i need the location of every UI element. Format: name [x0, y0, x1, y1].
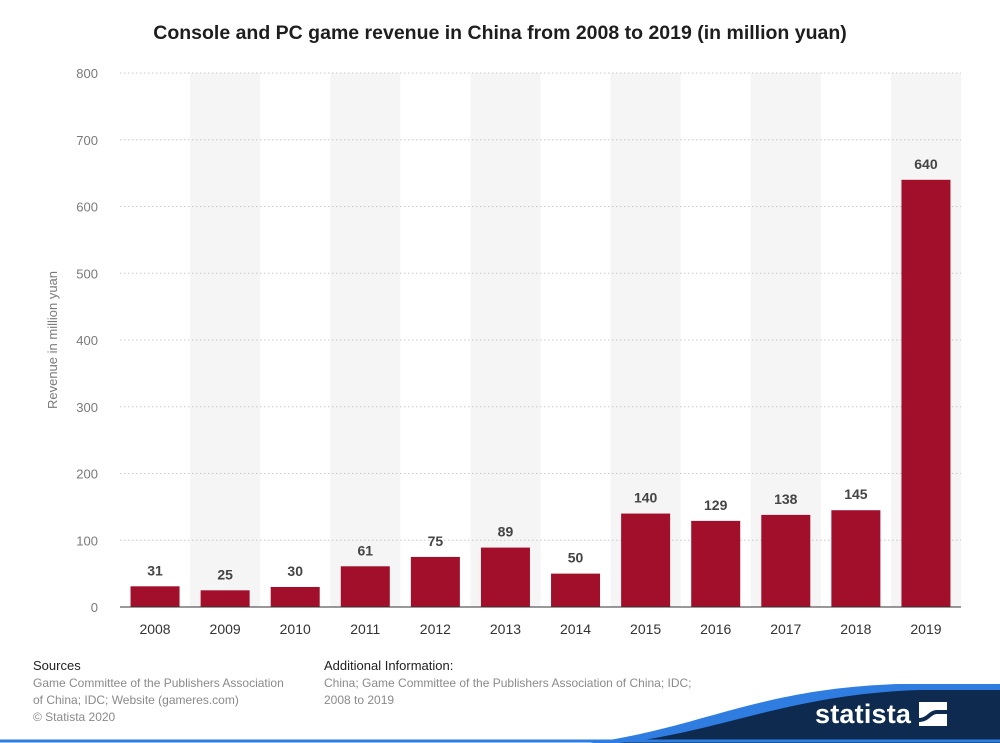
y-tick-label: 700: [76, 133, 98, 148]
x-tick-label: 2012: [420, 621, 451, 637]
sources-heading: Sources: [33, 658, 81, 673]
additional-info-heading: Additional Information:: [324, 658, 454, 673]
statista-logo-icon: [919, 702, 948, 726]
bar: [551, 573, 601, 607]
data-label: 640: [914, 156, 938, 172]
x-axis-ticks: 2008 2009 2010 2011 2012 2013 2014 2015 2016 2017…: [139, 621, 941, 637]
y-tick-label: 200: [76, 467, 98, 482]
sources-line: of China; IDC; Website (gameres.com): [33, 693, 239, 707]
x-tick-label: 2017: [770, 621, 801, 637]
x-tick-label: 2011: [350, 621, 380, 637]
x-tick-label: 2016: [700, 621, 731, 637]
y-tick-label: 600: [76, 200, 98, 215]
y-tick-label: 800: [76, 66, 98, 81]
additional-info-line: China; Game Committee of the Publishers …: [324, 676, 692, 690]
bar: [691, 520, 741, 607]
additional-info-block: Additional Information: China; Game Comm…: [324, 657, 692, 709]
x-tick-label: 2014: [560, 621, 591, 637]
data-label: 50: [568, 550, 584, 566]
bar: [200, 590, 250, 607]
data-label: 140: [634, 490, 658, 506]
data-label: 129: [704, 497, 728, 513]
bar: [831, 510, 881, 607]
x-tick-label: 2010: [280, 621, 311, 637]
chart-title: Console and PC game revenue in China fro…: [153, 22, 847, 44]
bar-chart: 0 100 200 300 400 500 600 700 800 31 25 30 61 75 89 50…: [45, 66, 961, 637]
bar: [130, 586, 180, 607]
gridlines: [120, 72, 961, 541]
data-label: 145: [844, 486, 868, 502]
y-axis-label: Revenue in million yuan: [45, 271, 60, 409]
y-tick-label: 0: [91, 600, 98, 615]
x-tick-label: 2008: [139, 621, 170, 637]
y-tick-label: 100: [76, 533, 98, 548]
sources-block: Sources Game Committee of the Publishers…: [33, 657, 284, 726]
y-tick-label: 300: [76, 400, 98, 415]
statista-logo[interactable]: statista: [815, 696, 948, 732]
data-label: 75: [428, 533, 444, 549]
x-tick-label: 2018: [840, 621, 871, 637]
data-label: 25: [217, 566, 233, 582]
y-axis-ticks: 0 100 200 300 400 500 600 700 800: [76, 66, 98, 615]
x-tick-label: 2015: [630, 621, 661, 637]
x-tick-label: 2013: [490, 621, 521, 637]
data-label: 31: [147, 562, 163, 578]
data-labels: 31 25 30 61 75 89 50 140 129 138 145 640: [147, 156, 938, 583]
bar: [480, 547, 530, 607]
copyright-line[interactable]: © Statista 2020: [33, 710, 116, 724]
bar: [621, 513, 671, 607]
bar: [270, 586, 320, 607]
data-label: 89: [498, 524, 514, 540]
y-tick-label: 500: [76, 266, 98, 281]
bar: [340, 566, 390, 607]
bar: [761, 514, 811, 607]
additional-info-line: 2008 to 2019: [324, 693, 395, 707]
data-label: 61: [358, 542, 374, 558]
x-tick-label: 2019: [910, 621, 941, 637]
data-label: 30: [287, 563, 303, 579]
bars: [130, 179, 951, 608]
bar: [410, 556, 460, 607]
bar: [901, 179, 951, 608]
x-tick-label: 2009: [210, 621, 241, 637]
data-label: 138: [774, 491, 798, 507]
sources-line: Game Committee of the Publishers Associa…: [33, 676, 284, 690]
y-tick-label: 400: [76, 333, 98, 348]
logo-text: statista: [815, 698, 912, 729]
